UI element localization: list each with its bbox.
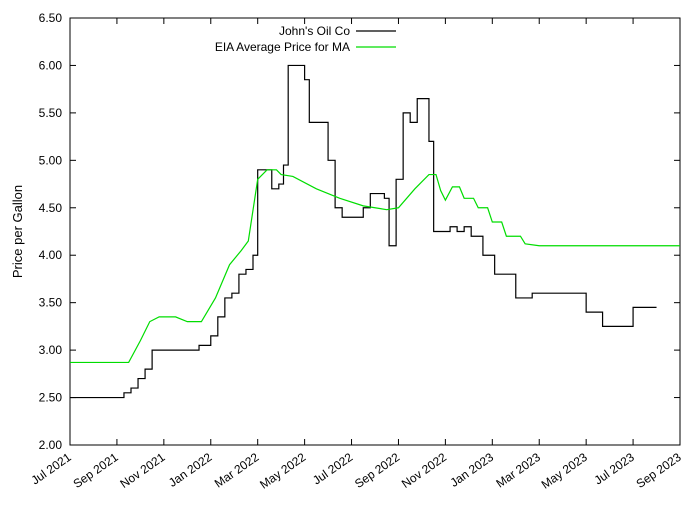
y-tick-label: 2.50 [39, 391, 63, 405]
series-line [70, 65, 657, 397]
plot-border [70, 18, 680, 445]
x-tick-label: Mar 2022 [212, 450, 262, 491]
series-line [70, 170, 680, 363]
y-axis-title: Price per Gallon [10, 185, 25, 278]
x-tick-label: Sep 2023 [634, 450, 684, 491]
x-tick-label: May 2023 [539, 450, 590, 492]
x-tick-label: Jul 2023 [592, 450, 637, 488]
x-tick-label: Sep 2022 [352, 450, 402, 491]
x-tick-label: May 2022 [257, 450, 308, 492]
chart-svg: 2.00 2.50 3.00 3.50 4.00 4.50 5.00 5.50 6.00 6.50… [0, 0, 700, 525]
x-tick-label: Jan 2022 [166, 450, 215, 490]
x-tick-label: Nov 2022 [399, 450, 449, 491]
price-chart: 2.00 2.50 3.00 3.50 4.00 4.50 5.00 5.50 6.00 6.50… [0, 0, 700, 525]
y-tick-label: 2.00 [39, 438, 63, 452]
x-tick-label: Jul 2022 [310, 450, 355, 488]
x-tick-label: Jan 2023 [448, 450, 497, 490]
y-tick-label: 5.00 [39, 153, 63, 167]
y-tick-label: 3.00 [39, 343, 63, 357]
x-tick-label: Jul 2021 [29, 450, 74, 488]
x-tick-label: Mar 2023 [493, 450, 543, 491]
legend-label: John's Oil Co [279, 24, 350, 38]
y-tick-label: 6.50 [39, 11, 63, 25]
y-tick-label: 6.00 [39, 58, 63, 72]
x-tick-label: Nov 2021 [117, 450, 167, 491]
y-tick-label: 3.50 [39, 296, 63, 310]
y-tick-label: 4.50 [39, 201, 63, 215]
y-tick-label: 4.00 [39, 248, 63, 262]
y-tick-label: 5.50 [39, 106, 63, 120]
x-tick-label: Sep 2021 [71, 450, 121, 491]
legend-label: EIA Average Price for MA [215, 40, 350, 54]
